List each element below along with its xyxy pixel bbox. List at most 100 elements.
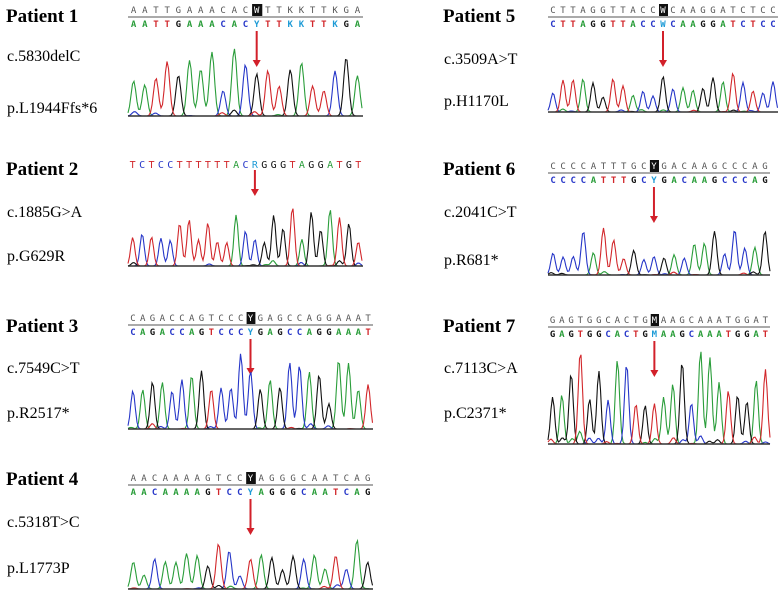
protein-change: p.L1944Ffs*6 bbox=[7, 100, 98, 117]
sequence-base: G bbox=[590, 20, 595, 30]
trace-curves bbox=[127, 538, 374, 590]
sequence-base: A bbox=[307, 328, 313, 338]
sequence-base: G bbox=[642, 316, 647, 326]
sequence-base: G bbox=[205, 474, 210, 484]
sequence-base: C bbox=[770, 6, 775, 16]
sequence-base: C bbox=[760, 6, 765, 16]
sequence-base: A bbox=[661, 330, 667, 340]
sequence-base: G bbox=[365, 488, 370, 498]
sequence-base: A bbox=[680, 6, 686, 16]
sequence-base: T bbox=[265, 20, 271, 30]
sequence-base: A bbox=[615, 330, 621, 340]
sequence-base: T bbox=[224, 160, 230, 171]
sequence-base: A bbox=[615, 316, 621, 326]
sequence-base: C bbox=[169, 328, 174, 338]
protein-change: p.H1170L bbox=[444, 93, 509, 110]
sequence-base: T bbox=[726, 316, 732, 326]
trace-curves bbox=[547, 351, 771, 445]
sequence-base: K bbox=[299, 6, 305, 16]
sequence-base: A bbox=[232, 6, 238, 16]
sequence-base: W bbox=[254, 6, 260, 16]
mutation-arrow bbox=[650, 341, 659, 377]
variant-base-highlight bbox=[649, 160, 659, 172]
sequence-base: C bbox=[682, 176, 687, 186]
trace-t bbox=[127, 208, 363, 267]
sequence-base: C bbox=[237, 488, 242, 498]
sequence-base: T bbox=[289, 160, 295, 171]
sequence-base: C bbox=[689, 316, 694, 326]
trace-c bbox=[128, 551, 373, 590]
sequence-base: G bbox=[280, 474, 285, 484]
sequence-base: A bbox=[312, 474, 318, 484]
sequence-base: A bbox=[187, 6, 193, 16]
sequence-base: C bbox=[550, 162, 555, 172]
sequence-base: G bbox=[661, 176, 666, 186]
sequence-base: C bbox=[179, 314, 184, 324]
sequence-base: T bbox=[620, 6, 626, 16]
sequence-base: T bbox=[560, 20, 566, 30]
sequence-base: T bbox=[276, 20, 282, 30]
sequence-base: W bbox=[660, 6, 666, 16]
sequence-base: T bbox=[601, 176, 607, 186]
sequence-base: G bbox=[550, 330, 555, 340]
sequence-base: T bbox=[570, 6, 576, 16]
sequence-base: G bbox=[762, 162, 767, 172]
sequence-base: C bbox=[179, 328, 184, 338]
sequence-base: A bbox=[559, 316, 565, 326]
sequence-base: Y bbox=[248, 328, 254, 338]
sequence-base: C bbox=[242, 160, 248, 171]
sequence-base: C bbox=[226, 474, 231, 484]
sequence-base: A bbox=[580, 20, 586, 30]
sequence-base: T bbox=[153, 6, 159, 16]
cdna-mutation: c.3509A>T bbox=[444, 51, 518, 68]
sequence-base: T bbox=[621, 162, 627, 172]
sequence-base: C bbox=[740, 6, 745, 16]
sequence-base: C bbox=[287, 314, 292, 324]
sequence-base: A bbox=[195, 474, 201, 484]
sequence-base: T bbox=[365, 328, 371, 338]
sequence-base: T bbox=[365, 314, 371, 324]
sequence-base: G bbox=[280, 160, 286, 171]
sequence-base: A bbox=[140, 314, 146, 324]
sequence-base: A bbox=[322, 488, 328, 498]
sequence-base: A bbox=[630, 20, 636, 30]
sequence-base: A bbox=[187, 20, 193, 30]
sequence-base: T bbox=[730, 20, 736, 30]
sequence-base: G bbox=[326, 314, 331, 324]
sequence-base: A bbox=[131, 6, 137, 16]
sequence-base: G bbox=[679, 330, 684, 340]
sequence-base: C bbox=[228, 314, 233, 324]
protein-change: p.L1773P bbox=[7, 560, 70, 577]
sequence-base: G bbox=[205, 488, 210, 498]
sequence-base: A bbox=[670, 316, 676, 326]
sequence-base: A bbox=[141, 474, 147, 484]
sequence-base: A bbox=[591, 162, 597, 172]
mutation-arrow bbox=[252, 31, 261, 67]
sequence-base: R bbox=[252, 160, 259, 171]
sequence-base: C bbox=[742, 176, 747, 186]
sequence-base: G bbox=[290, 474, 295, 484]
sequence-base: T bbox=[578, 316, 584, 326]
sequence-base: T bbox=[355, 160, 361, 171]
sequence-base: A bbox=[258, 474, 264, 484]
patient-title: Patient 5 bbox=[443, 6, 516, 27]
sequence-base: G bbox=[261, 160, 267, 171]
sequence-base: G bbox=[346, 160, 352, 171]
sequence-base: A bbox=[753, 330, 759, 340]
sequence-base: T bbox=[209, 328, 215, 338]
sequence-base: G bbox=[271, 160, 277, 171]
sequence-base: A bbox=[267, 314, 273, 324]
sequence-base: C bbox=[689, 330, 694, 340]
trace-t bbox=[547, 354, 771, 445]
sequence-base: A bbox=[702, 162, 708, 172]
sequence-base: T bbox=[153, 20, 159, 30]
sequence-base: T bbox=[195, 160, 201, 171]
sequence-base: C bbox=[158, 160, 164, 171]
chromatogram: CCTTTTAAGGGGTTTTAACCCCWWCCAAAAGGGGAATTCC… bbox=[547, 4, 778, 113]
sequence-strip: AAAATTTTGGAAAAAACCAACCWYTTTTKKKKTTTTKKGG… bbox=[128, 4, 363, 30]
sequence-base: G bbox=[679, 316, 684, 326]
variant-base-highlight bbox=[246, 312, 256, 324]
sequence-base: T bbox=[336, 160, 342, 171]
sequence-base: T bbox=[214, 160, 220, 171]
sequence-base: G bbox=[735, 316, 740, 326]
